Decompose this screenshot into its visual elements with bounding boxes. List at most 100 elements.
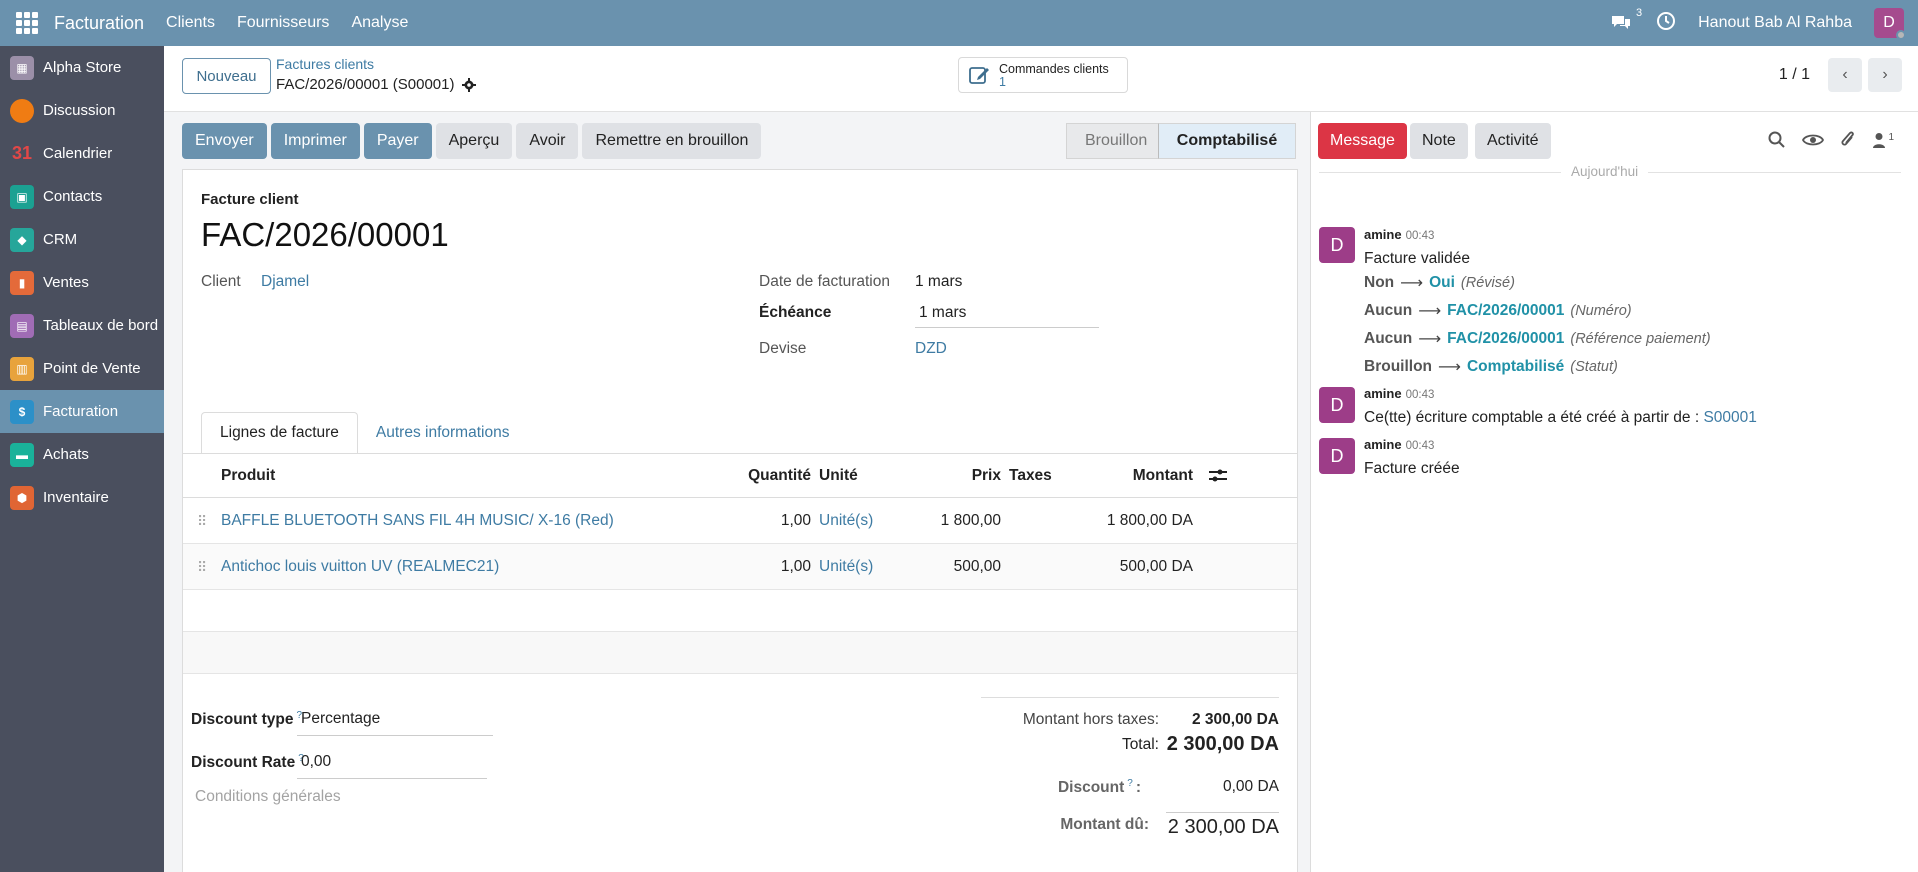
sidebar-item-achats[interactable]: ▬ Achats (0, 433, 164, 476)
message-author: amine 00:43 (1364, 386, 1434, 401)
invoice-date-field[interactable]: 1 mars (915, 273, 963, 290)
date-separator-label: Aujourd'hui (1561, 164, 1649, 179)
terms-conditions-field[interactable]: Conditions générales (195, 788, 341, 805)
discussion-icon (10, 98, 34, 123)
row-product[interactable]: Antichoc louis vuitton UV (REALMEC21) (221, 558, 500, 575)
col-uom[interactable]: Unité (819, 467, 858, 484)
drag-handle-icon[interactable]: ⠿ (197, 559, 208, 575)
row-quantity[interactable]: 1,00 (780, 558, 811, 575)
print-button[interactable]: Imprimer (270, 123, 360, 159)
sidebar-item-calendrier[interactable]: 31 Calendrier (0, 132, 164, 175)
message-author-name[interactable]: amine (1364, 437, 1402, 452)
message-avatar[interactable]: D (1319, 227, 1355, 263)
row-uom[interactable]: Unité(s) (819, 512, 874, 529)
row-uom[interactable]: Unité(s) (819, 558, 874, 575)
row-quantity[interactable]: 1,00 (780, 512, 811, 529)
table-row[interactable]: ⠿ Antichoc louis vuitton UV (REALMEC21) … (183, 544, 1297, 590)
col-quantity[interactable]: Quantité (748, 467, 811, 484)
column-settings-icon[interactable] (1209, 454, 1227, 498)
tracking-line: Aucun ⟶ FAC/2026/00001 (Numéro) (1364, 301, 1632, 321)
message-body: Ce(tte) écriture comptable a été créé à … (1364, 409, 1757, 427)
pager-previous-icon[interactable]: ‹ (1828, 58, 1862, 92)
send-button[interactable]: Envoyer (182, 123, 267, 159)
pager: 1 / 1 ‹ › (1779, 58, 1902, 92)
col-amount[interactable]: Montant (1132, 467, 1193, 484)
message-author-name[interactable]: amine (1364, 227, 1402, 242)
clock-icon[interactable] (1656, 11, 1676, 36)
avatar-letter: D (1883, 14, 1895, 31)
log-note-button[interactable]: Note (1410, 123, 1468, 159)
menu-analyse[interactable]: Analyse (351, 14, 409, 31)
control-panel: Nouveau Factures clients FAC/2026/00001 … (164, 46, 1918, 112)
sidebar-item-alpha-store[interactable]: ▦ Alpha Store (0, 46, 164, 89)
help-tooltip-icon[interactable]: ? (1127, 778, 1133, 789)
search-icon[interactable] (1768, 131, 1786, 149)
followers-button[interactable]: 1 (1872, 132, 1894, 148)
sidebar-item-discussion[interactable]: Discussion (0, 89, 164, 132)
credit-note-button[interactable]: Avoir (516, 123, 579, 159)
sidebar-item-point-de-vente[interactable]: ▥ Point de Vente (0, 347, 164, 390)
eye-icon[interactable] (1802, 132, 1825, 148)
sidebar-item-ventes[interactable]: ▮ Ventes (0, 261, 164, 304)
message-author-name[interactable]: amine (1364, 386, 1402, 401)
apps-menu-icon[interactable] (16, 12, 38, 34)
row-price[interactable]: 1 800,00 (940, 512, 1001, 529)
sidebar-item-crm[interactable]: ◆ CRM (0, 218, 164, 261)
sidebar-item-tableaux-de-bord[interactable]: ▤ Tableaux de bord (0, 304, 164, 347)
pager-value[interactable]: 1 / 1 (1778, 66, 1810, 83)
col-product[interactable]: Produit (221, 467, 276, 484)
status-posted[interactable]: Comptabilisé (1158, 123, 1296, 159)
tracking-new-value: Comptabilisé (1466, 358, 1565, 375)
row-product[interactable]: BAFFLE BLUETOOTH SANS FIL 4H MUSIC/ X-16… (221, 512, 614, 529)
col-price[interactable]: Prix (971, 467, 1001, 484)
sidebar-item-label: Calendrier (43, 145, 113, 162)
pay-button[interactable]: Payer (363, 123, 432, 159)
sale-orders-smart-button[interactable]: Commandes clients 1 (958, 57, 1128, 93)
notebook-tabs: Lignes de facture Autres informations (201, 412, 527, 454)
tab-other-info[interactable]: Autres informations (375, 424, 510, 441)
chat-icon[interactable]: 3 (1610, 7, 1642, 33)
discount-type-field[interactable]: Percentage (297, 710, 493, 736)
sidebar-item-contacts[interactable]: ▣ Contacts (0, 175, 164, 218)
top-navbar: Facturation Clients Fournisseurs Analyse… (0, 0, 1918, 46)
help-tooltip-icon[interactable]: ? (296, 710, 303, 721)
source-order-link[interactable]: S00001 (1703, 409, 1757, 426)
tabs-divider (183, 453, 1297, 454)
message-avatar[interactable]: D (1319, 387, 1355, 423)
app-brand[interactable]: Facturation (54, 12, 145, 33)
chatter-panel: Message Note Activité 1 Aujourd'hui D am… (1310, 112, 1918, 872)
total-label: Total: (1121, 736, 1159, 753)
tab-invoice-lines[interactable]: Lignes de facture (201, 412, 358, 454)
menu-clients[interactable]: Clients (166, 14, 215, 31)
col-taxes[interactable]: Taxes (1009, 467, 1052, 484)
currency-field[interactable]: DZD (915, 340, 947, 357)
activity-button[interactable]: Activité (1475, 123, 1551, 159)
breadcrumb-parent[interactable]: Factures clients (276, 56, 375, 72)
untaxed-label: Montant hors taxes: (1022, 711, 1159, 728)
status-draft[interactable]: Brouillon (1066, 123, 1158, 159)
menu-fournisseurs[interactable]: Fournisseurs (236, 14, 330, 31)
client-field[interactable]: Djamel (261, 273, 310, 290)
due-date-label: Échéance (759, 304, 832, 321)
send-message-button[interactable]: Message (1318, 123, 1407, 159)
pager-next-icon[interactable]: › (1868, 58, 1902, 92)
user-avatar[interactable]: D (1874, 8, 1906, 40)
sidebar-item-inventaire[interactable]: ⬢ Inventaire (0, 476, 164, 519)
sidebar-item-facturation[interactable]: $ Facturation (0, 390, 164, 433)
message-author: amine 00:43 (1364, 437, 1434, 452)
gear-icon[interactable] (462, 77, 477, 92)
due-date-field[interactable]: 1 mars (915, 304, 1099, 328)
preview-button[interactable]: Aperçu (435, 123, 513, 159)
discount-rate-field[interactable]: 0,00 (297, 753, 487, 779)
company-name[interactable]: Hanout Bab Al Rahba (1698, 14, 1852, 31)
top-menu: Clients Fournisseurs Analyse (166, 14, 408, 32)
table-row[interactable]: ⠿ BAFFLE BLUETOOTH SANS FIL 4H MUSIC/ X-… (183, 498, 1297, 544)
help-tooltip-icon[interactable]: ? (298, 753, 304, 764)
paperclip-icon[interactable] (1840, 130, 1856, 150)
message-avatar[interactable]: D (1319, 438, 1355, 474)
row-price[interactable]: 500,00 (953, 558, 1001, 575)
tracking-field: (Révisé) (1460, 275, 1515, 291)
reset-to-draft-button[interactable]: Remettre en brouillon (582, 123, 762, 159)
drag-handle-icon[interactable]: ⠿ (197, 513, 208, 529)
new-button[interactable]: Nouveau (182, 58, 271, 94)
